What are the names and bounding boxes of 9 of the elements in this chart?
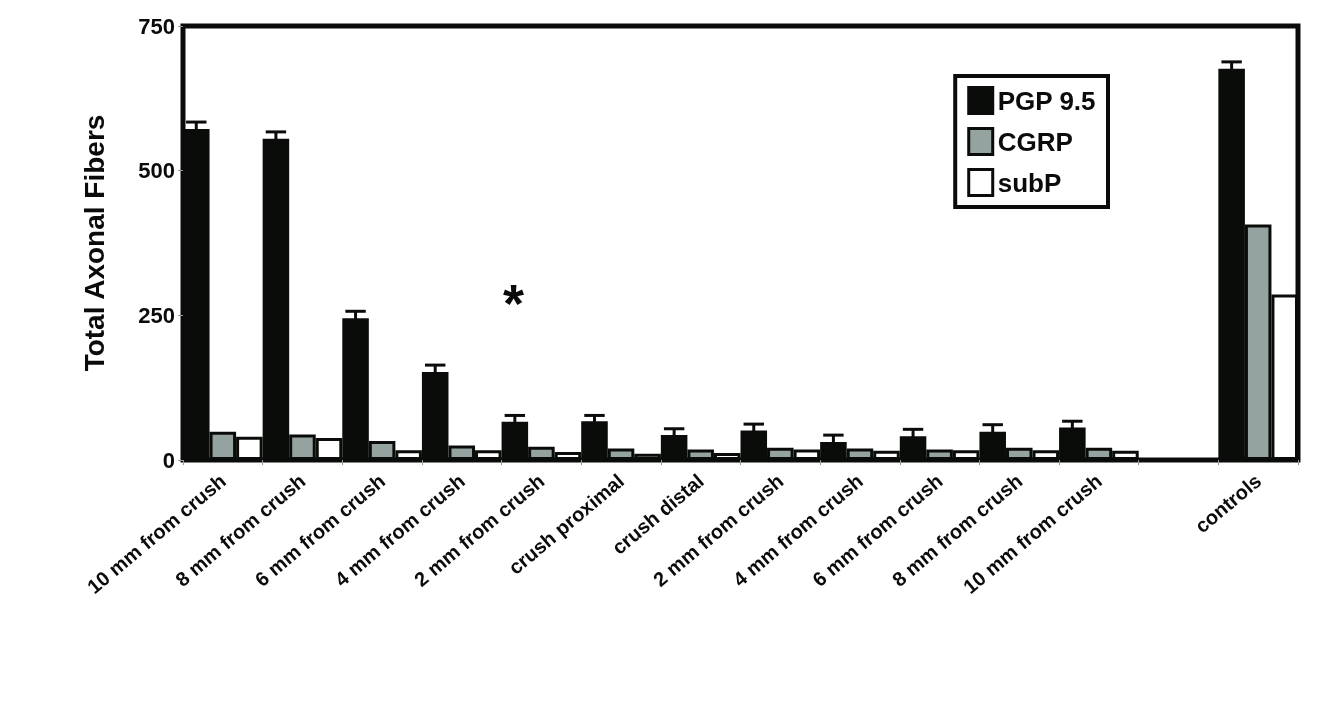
y-tick-label: 750 [138,13,175,39]
y-tick-label: 250 [138,302,175,328]
legend-label: CGRP [997,126,1073,157]
annotation: * [503,273,525,333]
y-tick-label: 0 [162,447,175,473]
legend-label: PGP 9.5 [997,85,1096,116]
y-axis-title: Total Axonal Fibers [78,114,110,372]
legend-label: subP [997,167,1062,198]
y-tick-label: 500 [138,158,175,184]
